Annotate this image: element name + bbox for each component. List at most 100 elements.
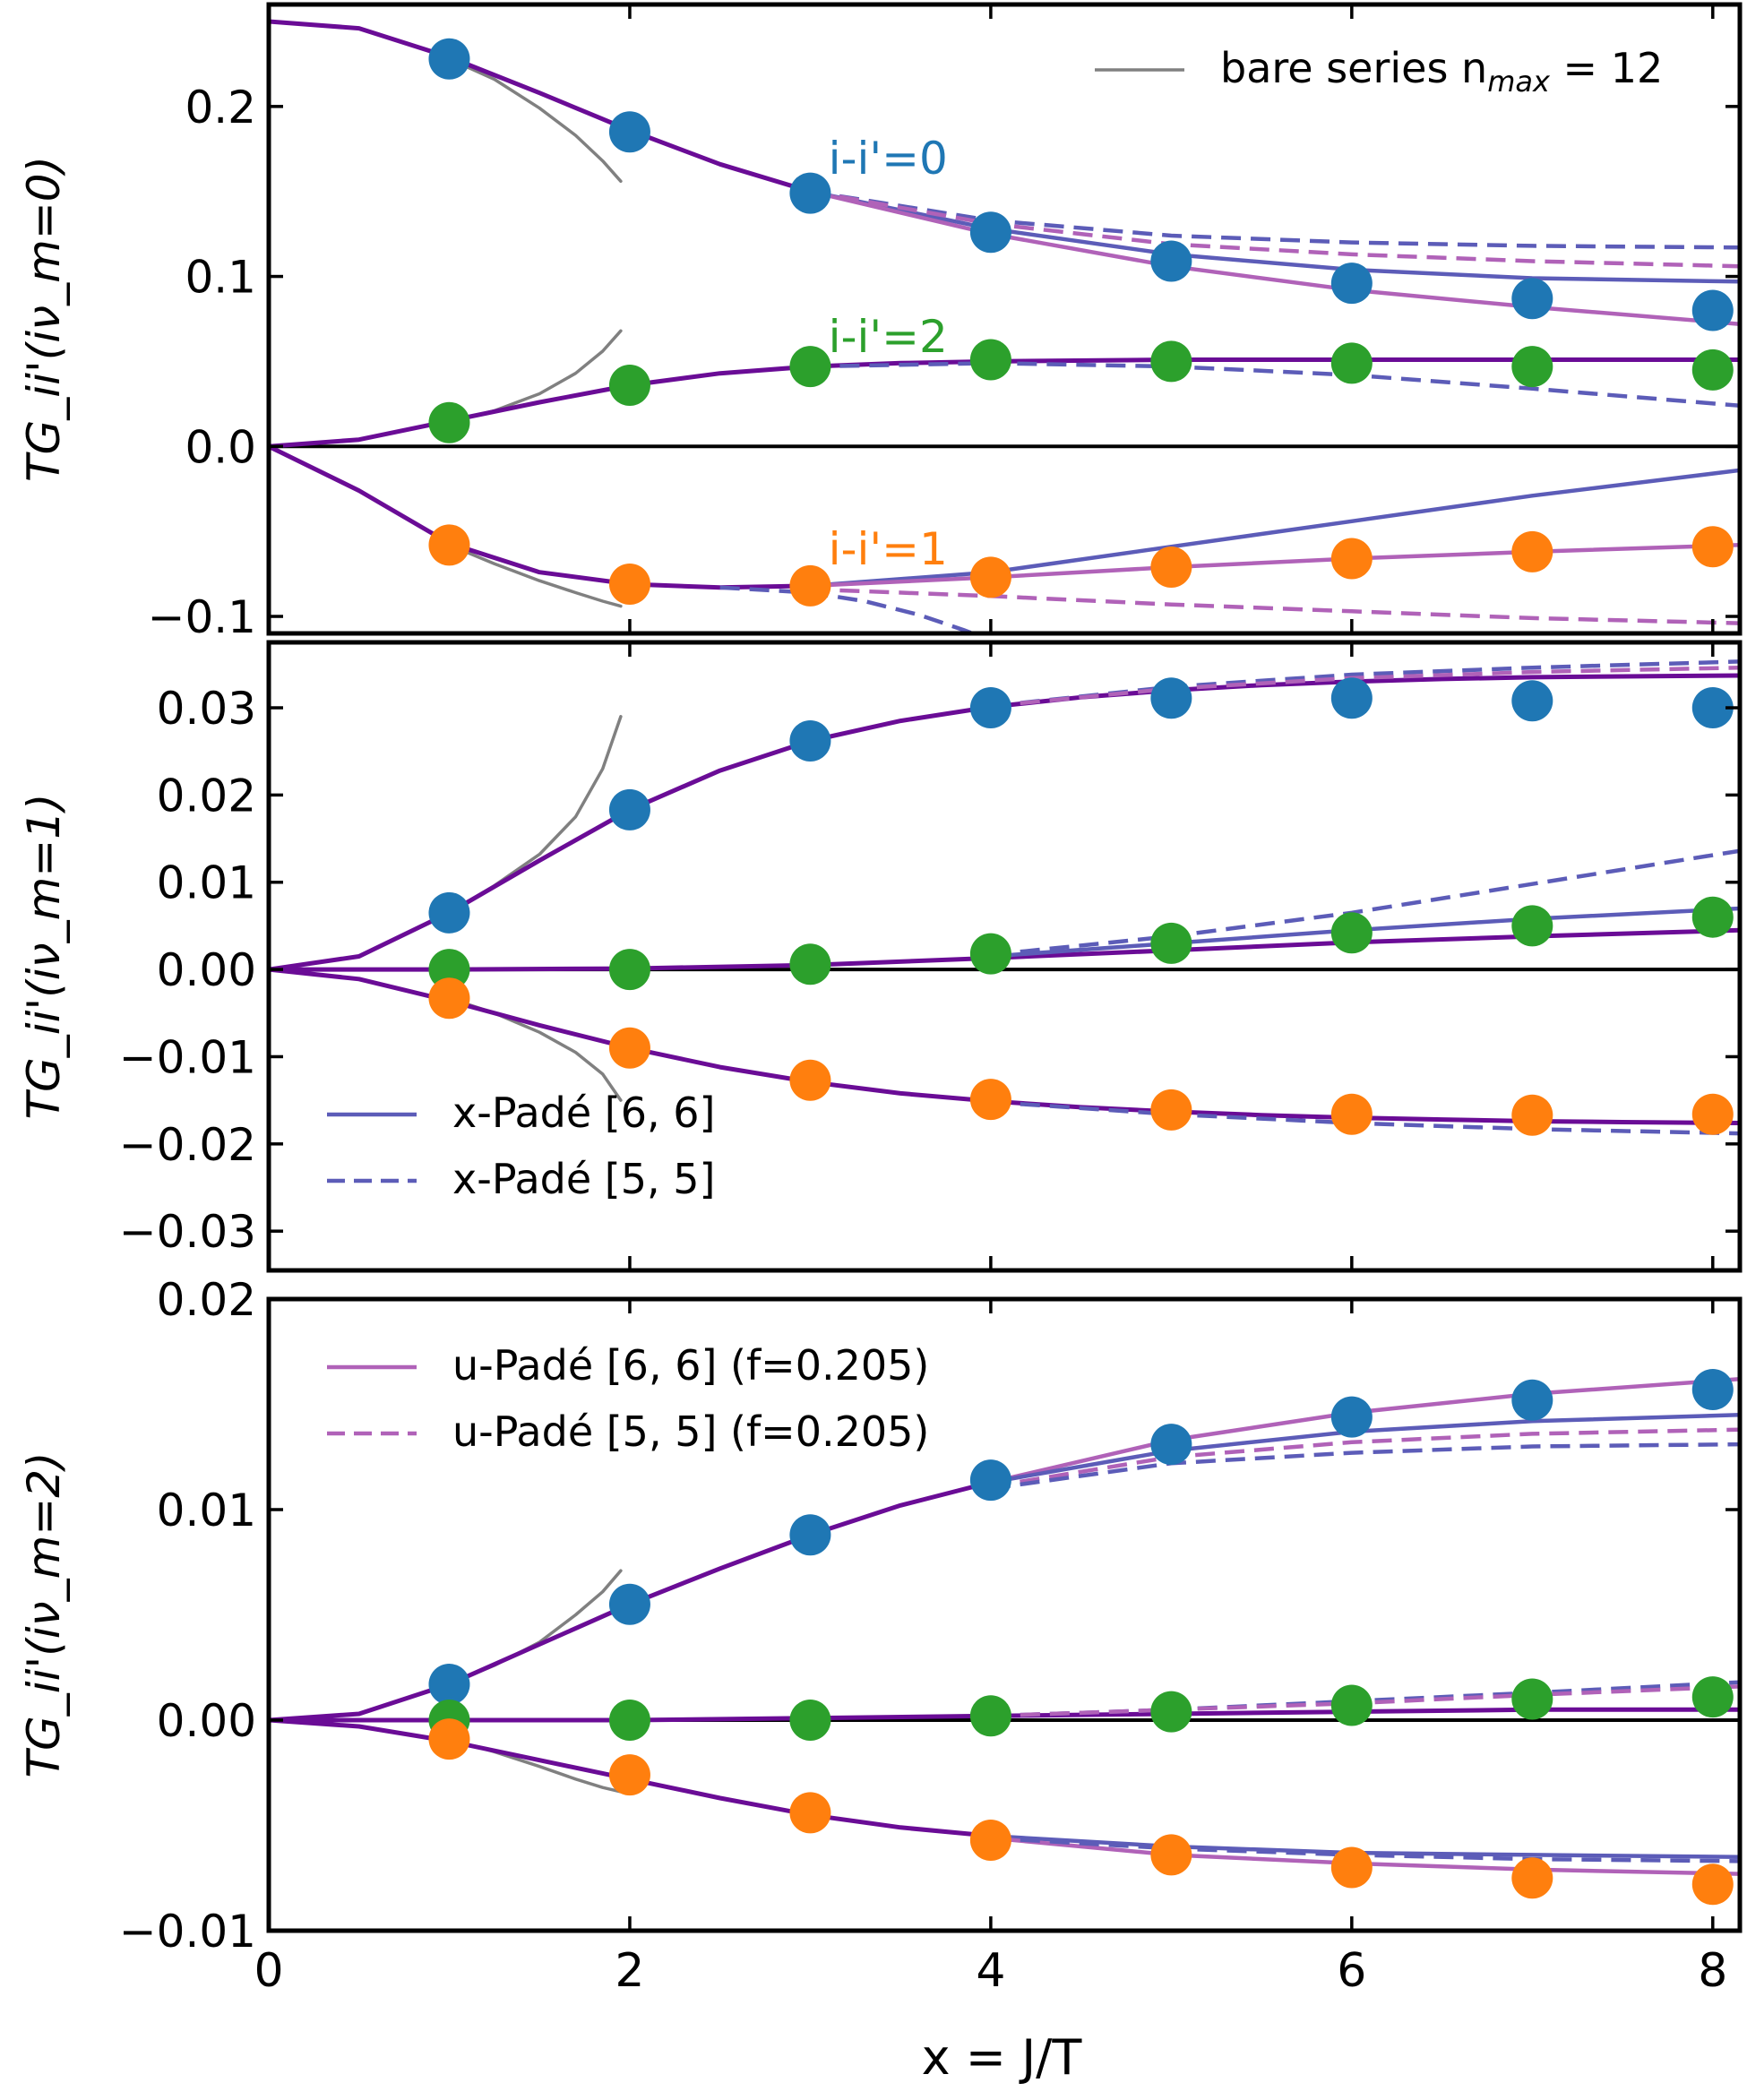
annotation-label: i-i'=2 xyxy=(829,311,948,363)
point-orange xyxy=(1691,1093,1734,1135)
point-orange xyxy=(1330,1846,1373,1889)
y-tick-label: 0.01 xyxy=(157,1485,256,1536)
point-green xyxy=(608,949,650,991)
y-tick-label: −0.02 xyxy=(119,1119,256,1171)
point-blue xyxy=(789,172,831,214)
y-tick-label: 0.0 xyxy=(185,421,256,473)
curve-upade55-0 xyxy=(810,189,1740,269)
point-orange xyxy=(428,977,470,1020)
point-orange xyxy=(608,563,650,605)
curve-xpade66-0 xyxy=(808,189,1740,284)
point-green xyxy=(969,339,1011,381)
point-green xyxy=(608,1700,650,1741)
point-orange xyxy=(1511,1094,1553,1136)
point-blue xyxy=(1150,240,1192,282)
point-green xyxy=(1330,912,1373,954)
point-blue xyxy=(1330,262,1373,305)
x-tick-label: 2 xyxy=(615,1944,644,1998)
legend-tail: = 12 xyxy=(1550,44,1663,92)
curve-upade55-1 xyxy=(810,587,1740,625)
curve-upade66-0 xyxy=(808,189,1740,326)
legend-label: u-Padé [5, 5] (f=0.205) xyxy=(452,1407,929,1456)
point-green xyxy=(1150,922,1192,964)
point-orange xyxy=(969,1079,1011,1121)
legend: u-Padé [6, 6] (f=0.205) u-Padé [5, 5] (f=… xyxy=(327,1341,929,1456)
point-green xyxy=(1330,342,1373,384)
y-tick-label: −0.01 xyxy=(119,1906,256,1958)
x-tick-label: 8 xyxy=(1698,1944,1727,1998)
axes-frame xyxy=(266,2,1743,636)
panel-m2: 0 2 4 6 8 −0.01 0.00 0.01 0.02 TG_ii'(iν_m=2) u-Pa… xyxy=(18,1274,1743,1998)
point-orange xyxy=(1150,1834,1192,1876)
point-green xyxy=(1691,1676,1734,1718)
legend-label: x-Padé [5, 5] xyxy=(452,1155,715,1203)
point-blue xyxy=(1691,1369,1734,1411)
point-green xyxy=(789,943,831,985)
point-blue xyxy=(1691,289,1734,331)
y-tick-label: 0.00 xyxy=(157,944,256,996)
y-tick-label: 0.01 xyxy=(157,857,256,909)
point-green xyxy=(1511,905,1553,947)
curve-xpade55-0 xyxy=(810,189,1740,250)
y-tick-label: −0.1 xyxy=(148,591,256,643)
point-orange xyxy=(1150,1089,1192,1131)
panels-layer: −0.1 0.0 0.1 0.2 TG_ii'(iν_m=0) i-i'=0 i-i'=2 i… xyxy=(18,2,1743,1998)
point-orange xyxy=(1691,526,1734,568)
y-tick-label: 0.02 xyxy=(157,770,256,822)
x-axis-label: x = J/T xyxy=(922,2029,1083,2086)
curve-core-0 xyxy=(269,19,813,194)
y-tick-label: −0.01 xyxy=(119,1031,256,1083)
point-blue xyxy=(1511,278,1553,320)
curve-bare-2 xyxy=(447,329,623,425)
y-tick-label: 0.2 xyxy=(185,82,256,133)
point-blue xyxy=(428,38,470,80)
legend-label: bare series nmax = 12 xyxy=(1220,44,1663,99)
curve-xpade66-1 xyxy=(808,468,1740,589)
point-blue xyxy=(1150,677,1192,719)
point-green xyxy=(1511,1678,1553,1720)
point-blue xyxy=(789,1514,831,1556)
annotation-label: i-i'=1 xyxy=(829,523,948,575)
point-green xyxy=(608,364,650,406)
point-orange xyxy=(608,1027,650,1069)
point-blue xyxy=(1691,687,1734,729)
point-orange xyxy=(1511,530,1553,572)
point-orange xyxy=(428,524,470,566)
curve-bare-1 xyxy=(447,996,623,1102)
point-blue xyxy=(1330,677,1373,719)
point-blue xyxy=(1150,1424,1192,1466)
curve-xpade55-0 xyxy=(990,1442,1740,1491)
point-orange xyxy=(969,1819,1011,1861)
curve-core-1 xyxy=(269,443,813,590)
curve-bare-0 xyxy=(447,1569,623,1686)
curve-xpade55-2 xyxy=(810,361,1740,409)
point-orange xyxy=(789,1792,831,1834)
curve-upade55-0 xyxy=(990,1427,1740,1489)
point-orange xyxy=(1330,1093,1373,1135)
curve-bare-1 xyxy=(447,543,623,608)
point-blue xyxy=(428,891,470,934)
point-blue xyxy=(969,211,1011,254)
point-orange xyxy=(1330,538,1373,580)
x-tick-label: 4 xyxy=(976,1944,1005,1998)
curve-bare-0 xyxy=(447,715,623,915)
point-orange xyxy=(608,1754,650,1796)
point-blue xyxy=(428,1664,470,1706)
y-axis-label: TG_ii'(iν_m=0) xyxy=(18,156,70,482)
point-green xyxy=(1150,340,1192,383)
point-green xyxy=(969,1695,1011,1737)
legend: bare series nmax = 12 xyxy=(1095,44,1663,99)
point-blue xyxy=(969,1459,1011,1502)
point-green xyxy=(428,949,470,991)
y-tick-label: −0.03 xyxy=(119,1206,256,1258)
point-orange xyxy=(428,1718,470,1760)
x-tick-label: 0 xyxy=(254,1944,283,1998)
y-tick-label: 0.00 xyxy=(157,1695,256,1747)
point-green xyxy=(1691,896,1734,938)
axes-frame xyxy=(266,640,1743,1273)
point-orange xyxy=(969,556,1011,598)
legend-subscript: max xyxy=(1487,65,1551,99)
point-green xyxy=(1691,349,1734,391)
